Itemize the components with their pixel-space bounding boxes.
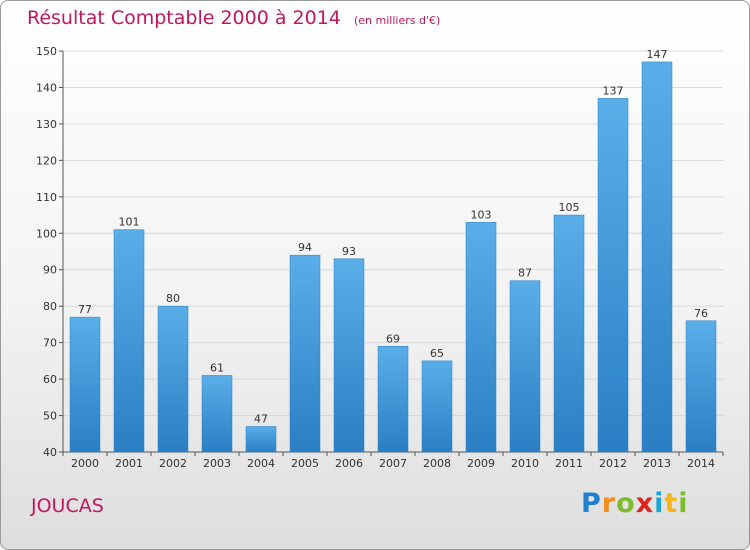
- x-tick-label: 2002: [159, 457, 187, 470]
- y-tick-label: 110: [36, 191, 57, 204]
- x-tick-label: 2013: [643, 457, 671, 470]
- y-tick-label: 130: [36, 118, 57, 131]
- value-label: 105: [559, 201, 580, 214]
- y-tick-label: 60: [43, 373, 57, 386]
- title-block: Résultat Comptable 2000 à 2014 (en milli…: [27, 7, 440, 29]
- value-label: 103: [471, 208, 492, 221]
- chart-title: Résultat Comptable 2000 à 2014: [27, 7, 341, 29]
- x-tick-label: 2011: [555, 457, 583, 470]
- value-label: 65: [430, 347, 444, 360]
- x-tick-label: 2008: [423, 457, 451, 470]
- bar-2014: [685, 320, 717, 453]
- x-tick-label: 2003: [203, 457, 231, 470]
- bar-2005: [289, 254, 321, 453]
- value-label: 87: [518, 267, 532, 280]
- value-label: 101: [119, 216, 140, 229]
- y-tick-label: 90: [43, 264, 57, 277]
- bar-2008: [421, 360, 453, 453]
- x-tick-label: 2007: [379, 457, 407, 470]
- value-label: 93: [342, 245, 356, 258]
- y-tick-label: 80: [43, 300, 57, 313]
- bar-2011: [553, 214, 585, 453]
- y-tick-label: 120: [36, 154, 57, 167]
- x-tick-label: 2005: [291, 457, 319, 470]
- x-tick-label: 2001: [115, 457, 143, 470]
- value-label: 47: [254, 412, 268, 425]
- value-label: 147: [647, 48, 668, 61]
- x-tick-label: 2012: [599, 457, 627, 470]
- x-tick-label: 2006: [335, 457, 363, 470]
- y-tick-label: 140: [36, 81, 57, 94]
- x-tick-label: 2000: [71, 457, 99, 470]
- x-tick-label: 2004: [247, 457, 275, 470]
- y-tick-label: 70: [43, 337, 57, 350]
- bar-2010: [509, 280, 541, 453]
- value-label: 69: [386, 332, 400, 345]
- bar-2003: [201, 375, 233, 453]
- bar-2013: [641, 61, 673, 453]
- y-tick-label: 150: [36, 45, 57, 58]
- bar-2009: [465, 222, 497, 453]
- value-label: 137: [603, 84, 624, 97]
- y-tick-label: 100: [36, 227, 57, 240]
- commune-name: JOUCAS: [31, 495, 104, 517]
- x-tick-label: 2009: [467, 457, 495, 470]
- value-label: 77: [78, 303, 92, 316]
- bar-2004: [245, 426, 277, 453]
- proxiti-logo[interactable]: Proxiti: [581, 488, 689, 519]
- x-tick-label: 2010: [511, 457, 539, 470]
- y-tick-label: 40: [43, 446, 57, 459]
- chart-subtitle: (en milliers d'€): [353, 14, 441, 27]
- y-tick-label: 50: [43, 410, 57, 423]
- bar-2007: [377, 346, 409, 453]
- value-label: 94: [298, 241, 312, 254]
- value-label: 80: [166, 292, 180, 305]
- bar-2002: [157, 305, 189, 453]
- bar-2006: [333, 258, 365, 453]
- bar-2012: [597, 98, 629, 453]
- value-label: 61: [210, 361, 224, 374]
- bar-2001: [113, 229, 145, 453]
- bars: [69, 61, 717, 453]
- x-tick-label: 2014: [687, 457, 715, 470]
- bar-2000: [69, 316, 101, 453]
- labels: 40 50 60 70 80 90 100 110 120 130 140 150 77 2000 101 2…: [36, 45, 715, 470]
- value-label: 76: [694, 307, 708, 320]
